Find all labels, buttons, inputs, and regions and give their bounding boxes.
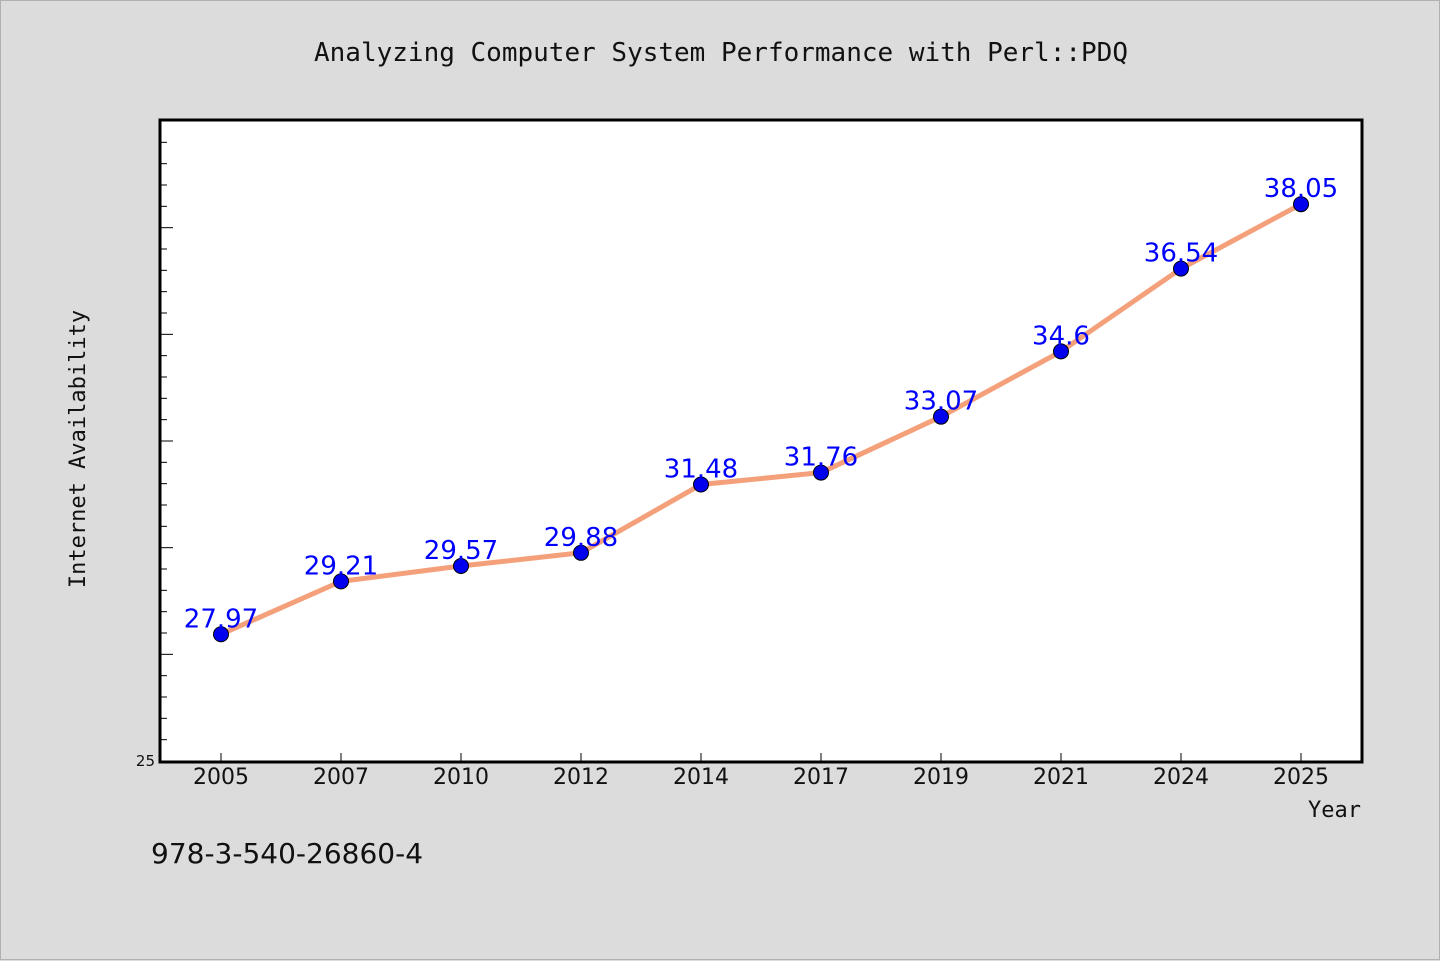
x-tick-label: 2017 [793, 765, 849, 790]
data-label: 29.21 [304, 551, 378, 581]
data-point [933, 408, 949, 425]
x-axis-ticks: 2005 2007 2010 2012 2014 2017 2019 2021 2024 2025 [193, 753, 1329, 790]
x-tick-label: 2021 [1033, 765, 1089, 790]
data-label: 36.54 [1144, 239, 1218, 269]
x-tick-label: 2005 [193, 765, 249, 790]
data-point [453, 558, 469, 575]
data-label: 34.6 [1032, 321, 1090, 351]
data-point [213, 626, 229, 643]
plot-area [158, 118, 1364, 764]
data-point [1293, 196, 1309, 213]
x-tick-label: 2019 [913, 765, 969, 790]
y-axis-label: Internet Availability [66, 310, 91, 588]
x-axis-label: Year [1308, 798, 1361, 823]
x-tick-label: 2010 [433, 765, 489, 790]
data-point [813, 464, 829, 481]
y-tick-label: 25 [136, 752, 155, 770]
y-axis-ticks: 25 [136, 141, 173, 770]
data-markers [213, 196, 1309, 643]
isbn-footnote: 978-3-540-26860-4 [151, 837, 423, 870]
x-tick-label: 2007 [313, 765, 369, 790]
data-point [1173, 260, 1189, 277]
data-label: 31.48 [664, 455, 738, 485]
x-tick-label: 2025 [1273, 765, 1329, 790]
data-label: 33.07 [904, 387, 978, 417]
series-line [219, 201, 1303, 637]
data-label: 29.88 [544, 523, 618, 553]
x-tick-label: 2014 [673, 765, 729, 790]
data-label: 27.97 [184, 604, 258, 634]
x-tick-label: 2024 [1153, 765, 1209, 790]
data-point [1053, 343, 1069, 360]
series-line-group [219, 201, 1303, 637]
data-point [693, 476, 709, 493]
data-point [333, 573, 349, 590]
chart-title: Analyzing Computer System Performance wi… [314, 38, 1128, 68]
data-labels: 27.97 29.21 29.57 29.88 31.48 31.76 33.07 34.6 3… [184, 174, 1338, 634]
data-label: 31.76 [784, 443, 858, 473]
data-label: 29.57 [424, 536, 498, 566]
data-point [573, 544, 589, 561]
data-label: 38.05 [1264, 174, 1338, 204]
x-tick-label: 2012 [553, 765, 609, 790]
